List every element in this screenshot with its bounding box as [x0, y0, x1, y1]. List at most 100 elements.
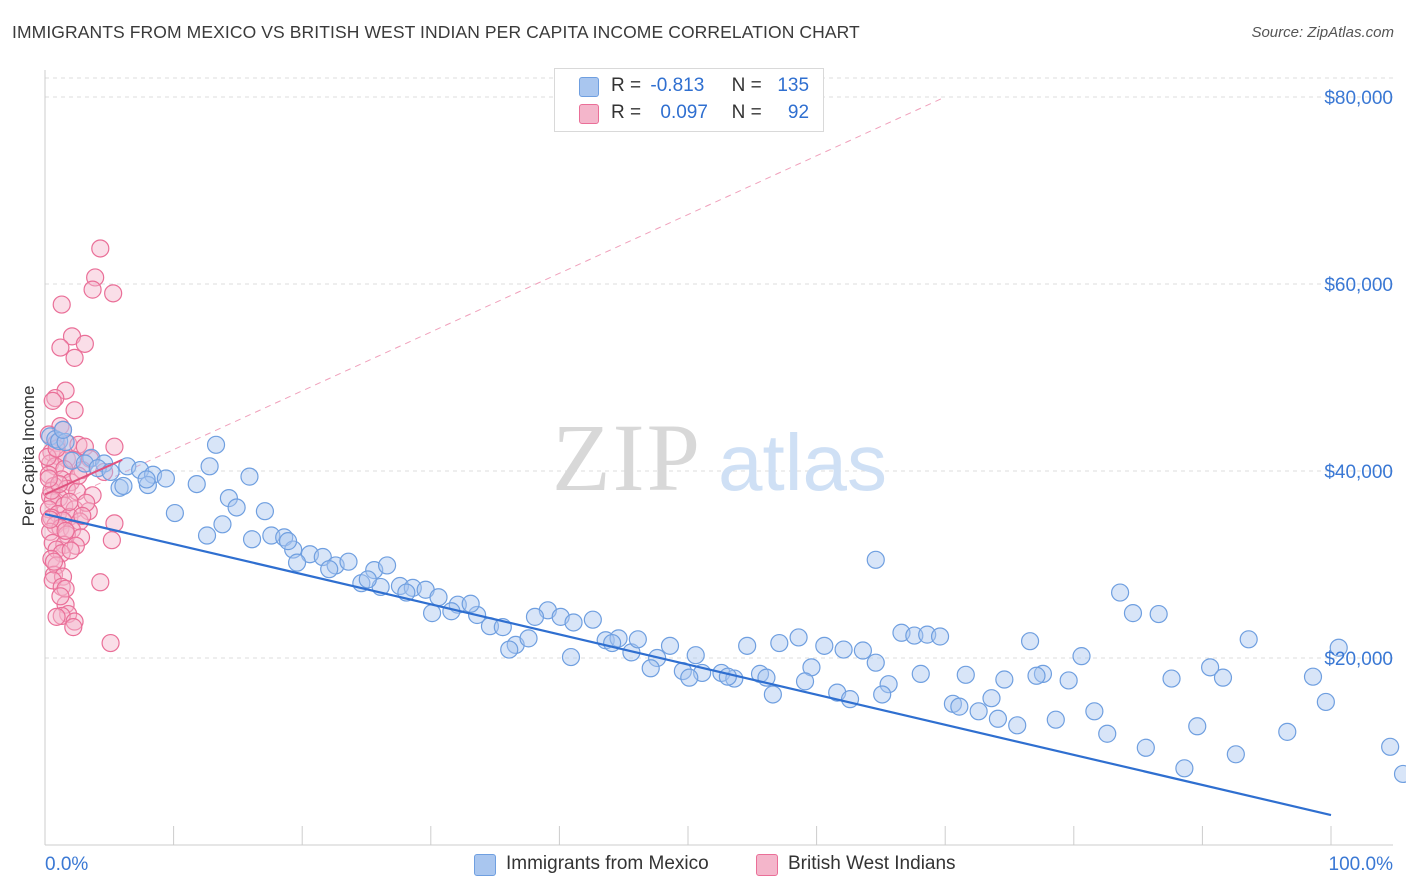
x-tick-label-min: 0.0% — [45, 854, 88, 875]
point-immigrants-from-mexico — [866, 653, 885, 672]
point-immigrants-from-mexico — [1188, 717, 1207, 736]
point-british-west-indians — [44, 552, 64, 571]
point-immigrants-from-mexico — [1226, 745, 1245, 764]
y-tick-label: $60,000 — [1324, 275, 1393, 296]
point-british-west-indians — [75, 334, 94, 353]
point-immigrants-from-mexico — [561, 647, 581, 667]
point-immigrants-from-mexico — [156, 469, 175, 488]
point-immigrants-from-mexico — [1123, 604, 1143, 623]
point-immigrants-from-mexico — [525, 607, 545, 626]
point-immigrants-from-mexico — [718, 667, 737, 686]
point-immigrants-from-mexico — [213, 515, 232, 534]
point-immigrants-from-mexico — [1020, 632, 1040, 651]
watermark: ZIP atlas — [552, 404, 887, 511]
legend-swatch-blue — [474, 854, 496, 876]
point-immigrants-from-mexico — [461, 594, 480, 613]
point-british-west-indians — [43, 571, 62, 590]
point-immigrants-from-mexico — [770, 633, 789, 653]
point-immigrants-from-mexico — [628, 630, 647, 649]
point-immigrants-from-mexico — [995, 670, 1014, 689]
point-immigrants-from-mexico — [930, 627, 950, 646]
point-immigrants-from-mexico — [50, 431, 69, 451]
tick-labels: $20,000 $40,000 $60,000 $80,000 0.0% 100.0% — [45, 88, 1393, 875]
point-immigrants-from-mexico — [815, 636, 834, 655]
legend-r-label: R = — [611, 75, 642, 96]
point-immigrants-from-mexico — [950, 697, 969, 716]
point-immigrants-from-mexico — [519, 629, 538, 648]
point-immigrants-from-mexico — [1239, 630, 1258, 649]
point-immigrants-from-mexico — [206, 435, 226, 454]
point-immigrants-from-mexico — [1201, 658, 1220, 677]
point-immigrants-from-mexico — [1033, 664, 1053, 683]
legend-n-label: N = — [731, 102, 762, 123]
legend-n-value: 92 — [787, 102, 810, 123]
legend-n-label: N = — [731, 75, 762, 96]
correlation-legend: R = -0.813 N = 135 R = 0.097 N = 92 — [554, 68, 824, 132]
point-british-west-indians — [60, 492, 79, 511]
point-immigrants-from-mexico — [1175, 759, 1194, 778]
watermark-atlas: atlas — [718, 418, 887, 507]
point-immigrants-from-mexico — [834, 640, 853, 659]
point-british-west-indians — [51, 338, 70, 357]
point-immigrants-from-mexico — [1098, 724, 1117, 743]
point-british-west-indians — [52, 295, 71, 314]
point-immigrants-from-mexico — [789, 628, 808, 647]
point-british-west-indians — [91, 573, 110, 592]
point-immigrants-from-mexico — [1149, 604, 1168, 624]
point-immigrants-from-mexico — [165, 503, 184, 523]
point-immigrants-from-mexico — [866, 550, 885, 569]
source-credit: Source: ZipAtlas.com — [1251, 24, 1394, 41]
point-immigrants-from-mexico — [197, 526, 217, 545]
point-immigrants-from-mexico — [738, 636, 757, 655]
point-british-west-indians — [41, 510, 60, 529]
point-immigrants-from-mexico — [873, 685, 892, 704]
point-immigrants-from-mexico — [795, 672, 815, 691]
point-british-west-indians — [64, 618, 83, 637]
point-immigrants-from-mexico — [500, 640, 519, 659]
legend-r-value: 0.097 — [660, 102, 708, 123]
point-immigrants-from-mexico — [1085, 702, 1104, 721]
point-immigrants-from-mexico — [1027, 666, 1046, 685]
point-immigrants-from-mexico — [853, 641, 872, 660]
y-tick-label: $40,000 — [1324, 462, 1393, 483]
point-immigrants-from-mexico — [1303, 667, 1323, 686]
point-british-west-indians — [91, 239, 110, 258]
x-tick-label-max: 100.0% — [1329, 854, 1394, 875]
point-immigrants-from-mexico — [686, 646, 705, 665]
legend-label-mexico: Immigrants from Mexico — [506, 853, 709, 874]
point-immigrants-from-mexico — [422, 604, 442, 623]
point-immigrants-from-mexico — [242, 530, 262, 549]
point-british-west-indians — [83, 280, 102, 299]
point-immigrants-from-mexico — [763, 685, 782, 704]
point-immigrants-from-mexico — [660, 636, 680, 655]
point-immigrants-from-mexico — [905, 626, 924, 645]
legend-swatch-pink — [579, 104, 599, 124]
point-british-west-indians — [65, 401, 84, 420]
point-immigrants-from-mexico — [1046, 710, 1065, 729]
point-immigrants-from-mexico — [969, 702, 988, 721]
point-british-west-indians — [47, 607, 66, 626]
point-immigrants-from-mexico — [564, 613, 583, 632]
legend-r-value: -0.813 — [650, 75, 705, 96]
point-immigrants-from-mexico — [1072, 647, 1091, 666]
point-immigrants-from-mexico — [287, 553, 307, 572]
watermark-zip: ZIP — [552, 404, 702, 511]
y-axis-label: Per Capita Income — [19, 386, 38, 527]
point-immigrants-from-mexico — [240, 467, 259, 486]
point-immigrants-from-mexico — [114, 476, 133, 496]
point-immigrants-from-mexico — [137, 470, 156, 489]
point-immigrants-from-mexico — [187, 474, 206, 494]
point-immigrants-from-mexico — [429, 588, 448, 607]
trend-line-bwi — [44, 458, 123, 496]
point-immigrants-from-mexico — [840, 690, 860, 709]
point-immigrants-from-mexico — [358, 570, 377, 589]
point-british-west-indians — [56, 381, 75, 400]
point-immigrants-from-mexico — [1278, 722, 1297, 741]
point-british-west-indians — [39, 469, 58, 488]
point-british-west-indians — [65, 612, 84, 631]
point-immigrants-from-mexico — [377, 556, 397, 575]
series-legend: Immigrants from Mexico British West Indi… — [0, 850, 1406, 880]
series-immigrants-from-mexico — [41, 420, 1406, 784]
trend-lines — [44, 458, 1332, 817]
